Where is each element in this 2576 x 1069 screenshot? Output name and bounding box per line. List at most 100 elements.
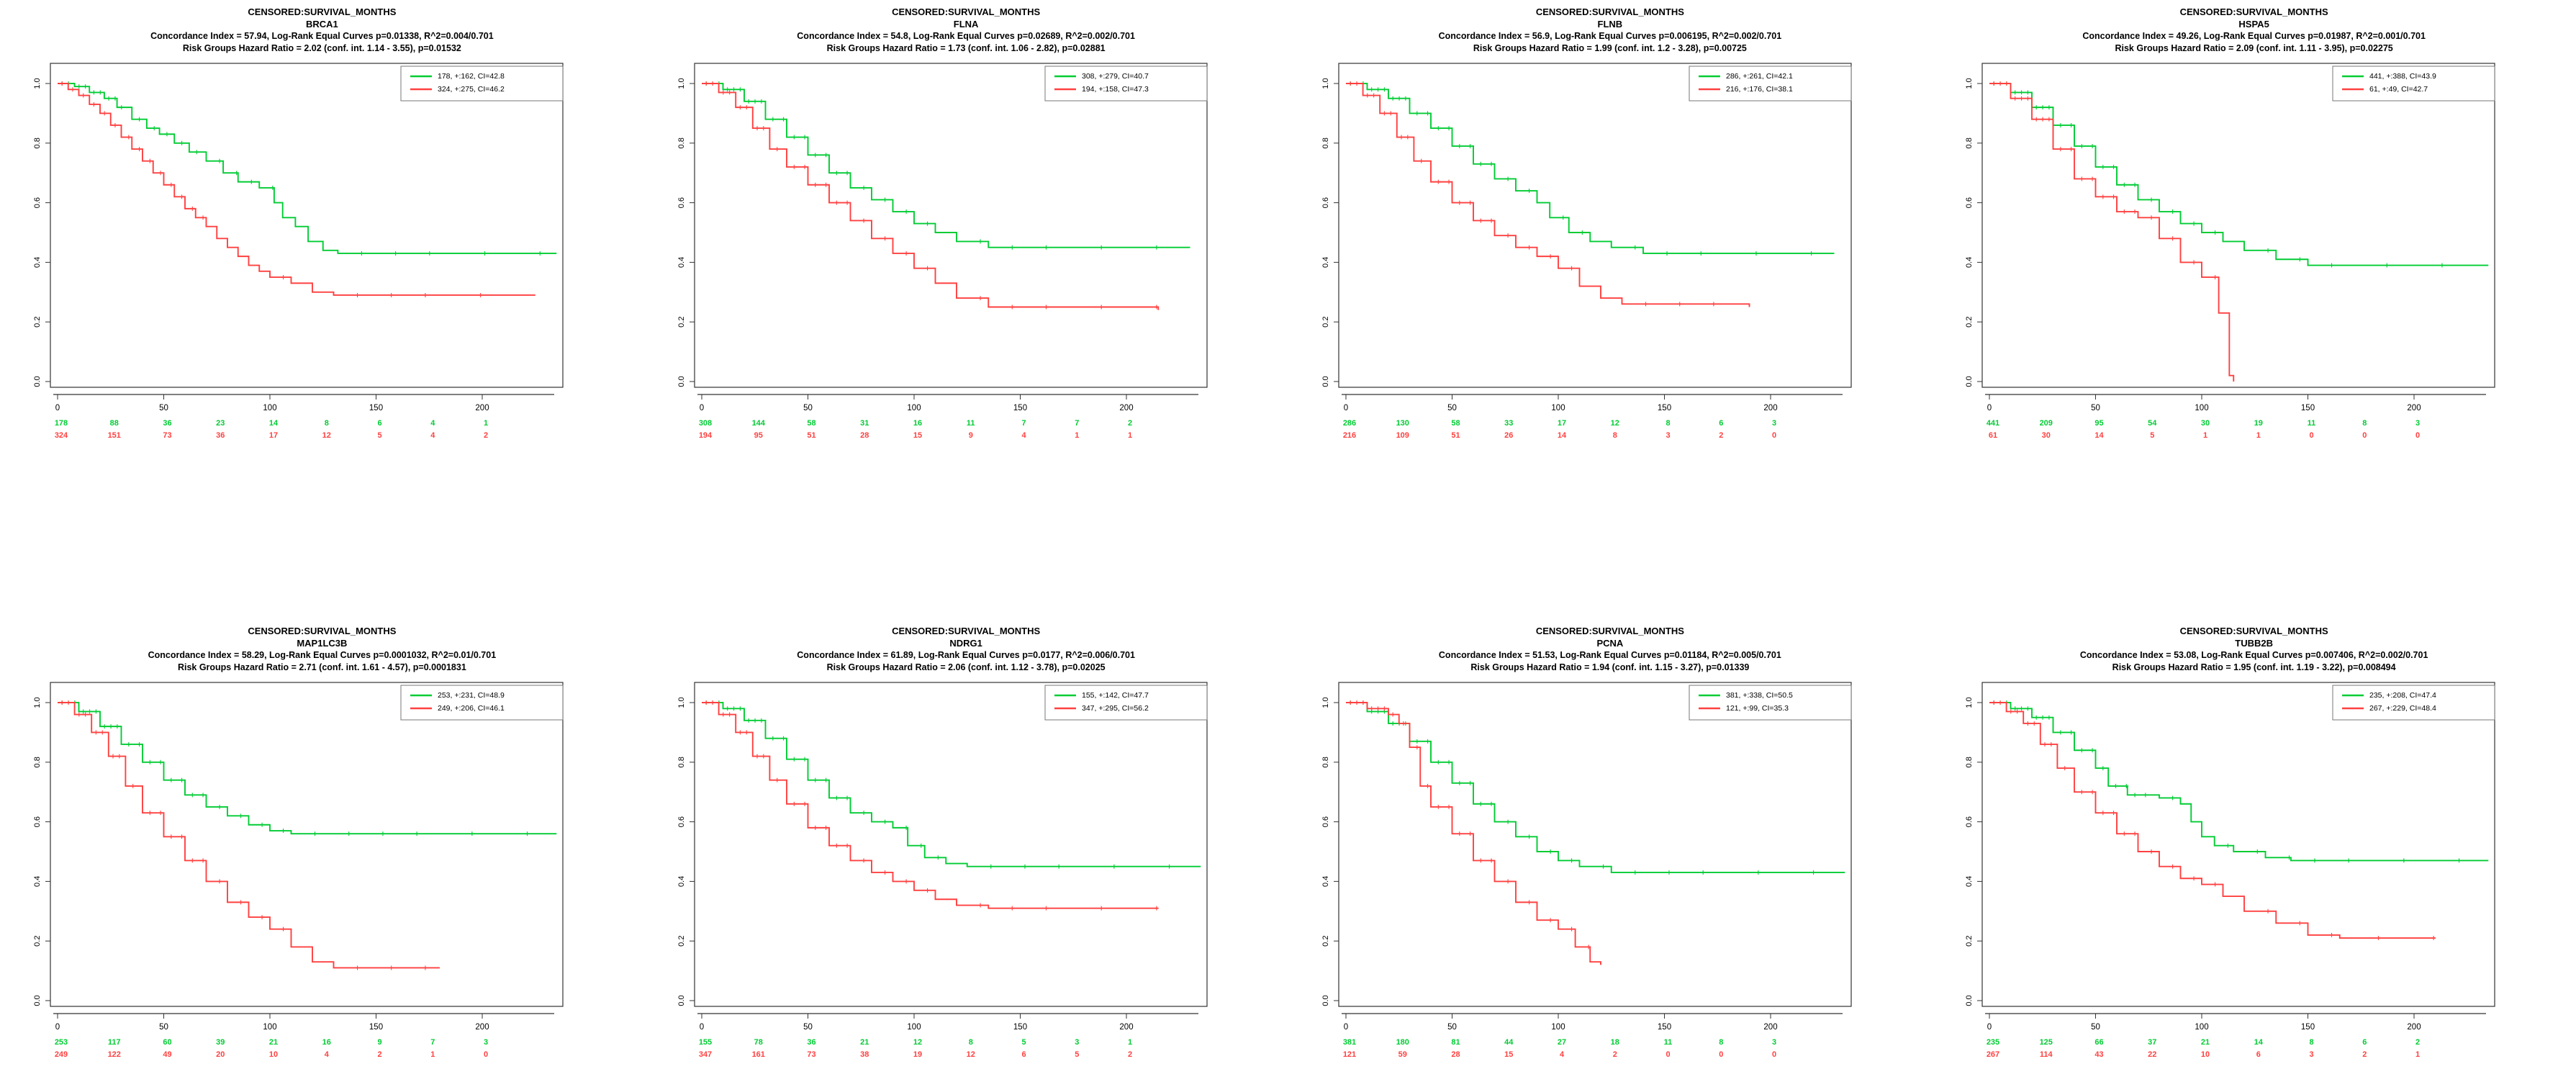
risk-count: 10	[2201, 1050, 2210, 1059]
risk-count: 66	[2095, 1038, 2104, 1047]
y-tick-label: 0.8	[677, 757, 686, 767]
risk-count: 235	[1987, 1038, 1999, 1047]
risk-count: 8	[2362, 419, 2367, 428]
x-tick-label: 0	[1987, 1023, 1992, 1032]
plot-frame	[694, 63, 1208, 388]
x-axis: 0 50 100 150 200	[1985, 1013, 2487, 1032]
series-green	[58, 81, 557, 256]
legend: 155, +:142, CI=47.7 347, +:295, CI=56.2	[1044, 685, 1208, 721]
chart-title: CENSORED:SURVIVAL_MONTHS	[2179, 626, 2328, 636]
km-curve	[701, 83, 1159, 310]
legend: 253, +:231, CI=48.9 249, +:206, CI=46.1	[400, 685, 564, 721]
y-axis: 0.0 0.2 0.4 0.6 0.8 1.0	[1965, 78, 1983, 387]
km-curve	[1345, 83, 1750, 307]
x-tick-label: 100	[907, 404, 921, 412]
plot-frame	[50, 63, 564, 388]
chart-header: CENSORED:SURVIVAL_MONTHS PCNA Concordanc…	[1303, 625, 1917, 674]
y-tick-label: 0.2	[677, 936, 686, 947]
risk-count: 249	[55, 1050, 68, 1059]
risk-count: 43	[2095, 1050, 2104, 1059]
risk-count: 1	[2256, 431, 2261, 440]
y-tick-label: 0.2	[1965, 936, 1974, 947]
series-green	[701, 81, 1190, 250]
chart-stats-line2: Risk Groups Hazard Ratio = 2.06 (conf. i…	[826, 662, 1106, 672]
risk-count: 3	[1075, 1038, 1079, 1047]
legend: 441, +:388, CI=43.9 61, +:49, CI=42.7	[2332, 66, 2495, 102]
y-tick-label: 0.0	[677, 376, 686, 387]
y-tick-label: 0.0	[1965, 376, 1974, 387]
risk-count: 31	[860, 419, 869, 428]
legend-label: 286, +:261, CI=42.1	[1726, 72, 1793, 81]
risk-count: 117	[108, 1038, 121, 1047]
legend: 235, +:208, CI=47.4 267, +:229, CI=48.4	[2332, 685, 2495, 721]
risk-count: 15	[1504, 1050, 1513, 1059]
risk-row-green: 178 88 36 23 14 8 6 4 1	[55, 419, 488, 428]
chart-header: CENSORED:SURVIVAL_MONTHS HSPA5 Concordan…	[1948, 6, 2561, 55]
x-tick-label: 150	[369, 404, 383, 412]
y-tick-label: 0.0	[33, 995, 42, 1006]
km-chart-cell: CENSORED:SURVIVAL_MONTHS FLNB Concordanc…	[1288, 0, 1933, 619]
x-axis: 0 50 100 150 200	[1341, 1013, 1843, 1032]
chart-stats-line2: Risk Groups Hazard Ratio = 2.71 (conf. i…	[177, 662, 466, 672]
risk-count: 33	[1504, 419, 1513, 428]
series-red	[58, 700, 440, 970]
x-tick-label: 50	[159, 404, 168, 412]
chart-gene-name: BRCA1	[305, 19, 338, 30]
legend: 286, +:261, CI=42.1 216, +:176, CI=38.1	[1689, 66, 1851, 102]
x-axis: 0 50 100 150 200	[53, 1013, 554, 1032]
risk-row-red: 267 114 43 22 10 6 3 2 1	[1987, 1050, 2420, 1059]
risk-count: 95	[754, 431, 762, 440]
y-tick-label: 1.0	[33, 78, 42, 89]
chart-header: CENSORED:SURVIVAL_MONTHS BRCA1 Concordan…	[15, 6, 628, 55]
risk-count: 3	[2310, 1050, 2314, 1059]
risk-count: 8	[1666, 419, 1670, 428]
km-curve	[701, 702, 1201, 867]
risk-count: 6	[2256, 1050, 2261, 1059]
risk-count: 4	[325, 1050, 330, 1059]
chart-title: CENSORED:SURVIVAL_MONTHS	[1535, 626, 1684, 636]
risk-count: 8	[1612, 431, 1617, 440]
risk-count: 51	[1451, 431, 1460, 440]
legend-label: 381, +:338, CI=50.5	[1726, 691, 1793, 700]
risk-count: 60	[163, 1038, 171, 1047]
chart-gene-name: PCNA	[1596, 638, 1624, 649]
y-tick-label: 0.2	[677, 317, 686, 328]
risk-count: 144	[751, 419, 765, 428]
risk-count: 324	[55, 431, 68, 440]
risk-count: 18	[1610, 1038, 1619, 1047]
x-axis: 0 50 100 150 200	[697, 1013, 1198, 1032]
censor-marks	[703, 81, 1159, 250]
risk-count: 0	[484, 1050, 488, 1059]
risk-row-red: 121 59 28 15 4 2 0 0 0	[1342, 1050, 1776, 1059]
km-curve	[1989, 83, 2235, 382]
chart-stats-line1: Concordance Index = 53.08, Log-Rank Equa…	[2079, 650, 2428, 660]
km-curve	[58, 83, 535, 296]
risk-count: 4	[430, 419, 435, 428]
risk-count: 3	[1771, 419, 1776, 428]
x-tick-label: 200	[475, 1023, 489, 1032]
risk-count: 36	[807, 1038, 815, 1047]
risk-count: 1	[1128, 431, 1132, 440]
km-chart-cell: CENSORED:SURVIVAL_MONTHS NDRG1 Concordan…	[644, 619, 1288, 1069]
x-tick-label: 200	[1763, 1023, 1777, 1032]
y-tick-label: 0.8	[677, 137, 686, 148]
x-tick-label: 200	[1119, 404, 1133, 412]
series-green	[58, 700, 557, 836]
risk-count: 88	[110, 419, 119, 428]
km-curve	[1345, 702, 1601, 965]
chart-stats-line2: Risk Groups Hazard Ratio = 2.09 (conf. i…	[2115, 43, 2393, 53]
risk-count: 51	[807, 431, 815, 440]
series-red	[701, 81, 1159, 310]
risk-count: 114	[2040, 1050, 2053, 1059]
risk-count: 14	[1557, 431, 1566, 440]
legend: 308, +:279, CI=40.7 194, +:158, CI=47.3	[1044, 66, 1208, 102]
risk-count: 14	[2095, 431, 2105, 440]
risk-table: 381 180 81 44 27 18 11 8 3 121 59 28 15 4 2 0 0 0	[1342, 1038, 1776, 1059]
risk-row-red: 324 151 73 36 17 12 5 4 2	[55, 431, 488, 440]
series-red	[1989, 81, 2235, 382]
x-tick-label: 50	[159, 1023, 168, 1032]
censor-marks	[703, 81, 1159, 310]
